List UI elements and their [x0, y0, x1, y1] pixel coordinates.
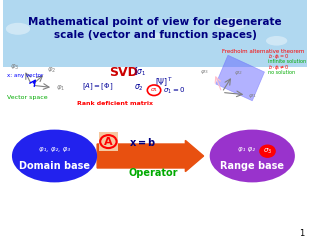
Text: x: any vector: x: any vector — [7, 73, 44, 78]
Text: $\sigma_2$: $\sigma_2$ — [134, 82, 143, 93]
Text: $\sigma_1$: $\sigma_1$ — [150, 86, 158, 94]
Text: Mathematical point of view for degenerate
scale (vector and function spaces): Mathematical point of view for degenerat… — [28, 17, 282, 40]
Text: φ₁, φ₂, φ₃: φ₁, φ₂, φ₃ — [39, 146, 70, 152]
Text: Vector space: Vector space — [7, 95, 48, 100]
FancyBboxPatch shape — [99, 132, 118, 151]
Ellipse shape — [146, 32, 164, 40]
Text: $[\sigma_1$: $[\sigma_1$ — [134, 66, 146, 78]
Text: $\sigma_3$: $\sigma_3$ — [263, 147, 272, 156]
Text: $\varphi_1$: $\varphi_1$ — [248, 92, 256, 100]
Ellipse shape — [6, 23, 30, 35]
Text: $\sigma_1 = 0$: $\sigma_1 = 0$ — [163, 86, 185, 96]
Text: Rank deficient matrix: Rank deficient matrix — [77, 101, 153, 106]
Text: 1: 1 — [299, 228, 304, 238]
Text: $[\Psi]^T$: $[\Psi]^T$ — [155, 76, 172, 89]
Text: $[A]=[\Phi]$: $[A]=[\Phi]$ — [82, 81, 113, 92]
Text: SVD: SVD — [109, 66, 138, 78]
Text: $\varphi_3$: $\varphi_3$ — [200, 68, 208, 76]
Text: $\varphi_2$: $\varphi_2$ — [47, 66, 56, 75]
Text: $\varphi_1$: $\varphi_1$ — [56, 84, 65, 93]
Text: Domain base: Domain base — [19, 161, 90, 171]
FancyArrow shape — [97, 140, 204, 172]
Circle shape — [260, 145, 275, 157]
Text: $b\cdot\phi_i=0$: $b\cdot\phi_i=0$ — [268, 52, 289, 61]
Ellipse shape — [216, 18, 246, 30]
Text: A: A — [104, 137, 113, 147]
Text: φ₁ φ₂: φ₁ φ₂ — [238, 146, 255, 152]
Text: $\mathbf{x = b}$: $\mathbf{x = b}$ — [129, 136, 156, 148]
Text: $\varphi_3$: $\varphi_3$ — [10, 63, 20, 72]
Text: Operator: Operator — [129, 168, 178, 178]
Text: Fredholm alternative theorem: Fredholm alternative theorem — [222, 49, 304, 54]
Text: infinite solution: infinite solution — [268, 59, 306, 64]
Text: $\varphi_2$: $\varphi_2$ — [234, 69, 243, 77]
FancyBboxPatch shape — [3, 0, 307, 67]
Text: no solution: no solution — [268, 70, 295, 74]
Text: Range base: Range base — [220, 161, 284, 171]
Polygon shape — [216, 55, 264, 101]
Ellipse shape — [12, 130, 97, 182]
Text: $b\cdot\phi_i\neq 0$: $b\cdot\phi_i\neq 0$ — [268, 63, 289, 72]
Ellipse shape — [266, 36, 287, 46]
Ellipse shape — [210, 130, 295, 182]
